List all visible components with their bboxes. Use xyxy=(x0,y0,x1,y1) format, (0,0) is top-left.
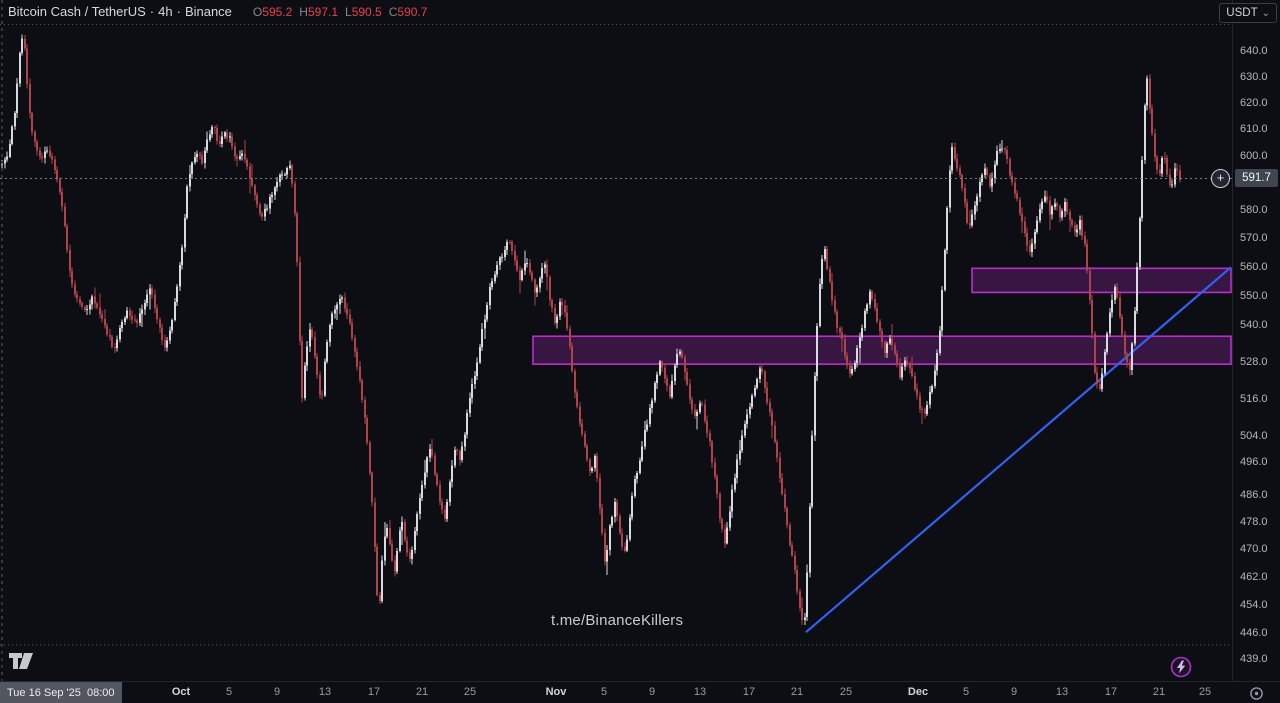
time-tick-label: Dec xyxy=(907,686,929,698)
time-tick-label: 25 xyxy=(839,686,853,698)
crosshair-time-label: Tue 16 Sep '25 08:00 xyxy=(0,682,122,703)
interval-label[interactable]: 4h xyxy=(158,4,173,19)
time-tick-label: 17 xyxy=(367,686,381,698)
time-tick-label: Nov xyxy=(545,686,567,698)
crosshair-price-label: 591.7 xyxy=(1235,169,1278,188)
price-axis[interactable]: 591.7 640.0 630.0 620.0 610.0 600.0 580.0 570.… xyxy=(1232,0,1280,681)
time-tick-label: Oct xyxy=(171,686,191,698)
add-alert-plus-button[interactable]: + xyxy=(1211,168,1230,188)
tradingview-logo-icon xyxy=(9,653,33,669)
lightning-button[interactable] xyxy=(1170,656,1192,678)
price-tick-label: 454.0 xyxy=(1240,598,1268,611)
price-tick-label: 570.0 xyxy=(1240,232,1268,245)
time-tick-label: 9 xyxy=(1010,686,1018,698)
lightning-icon xyxy=(1170,656,1192,678)
candlestick-chart[interactable] xyxy=(0,0,1232,681)
price-tick-label: 610.0 xyxy=(1240,122,1268,135)
time-tick-label: 13 xyxy=(318,686,332,698)
price-tick-label: 528.0 xyxy=(1240,355,1268,368)
price-tick-label: 496.0 xyxy=(1240,456,1268,469)
chart-pane[interactable]: Bitcoin Cash / TetherUS · 4h · Binance O595.2… xyxy=(0,0,1232,681)
symbol-header: Bitcoin Cash / TetherUS · 4h · Binance O595.2… xyxy=(8,4,427,19)
gear-icon xyxy=(1250,687,1263,700)
time-tick-label: 9 xyxy=(273,686,281,698)
price-tick-label: 580.0 xyxy=(1240,204,1268,217)
time-tick-label: 5 xyxy=(600,686,608,698)
price-tick-label: 640.0 xyxy=(1240,45,1268,58)
ohlc-readout: O595.2 H597.1 L590.5 C590.7 xyxy=(246,5,428,19)
high-label: H xyxy=(299,5,308,19)
time-tick-label: 17 xyxy=(742,686,756,698)
price-tick-label: 630.0 xyxy=(1240,70,1268,83)
time-tick-label: 25 xyxy=(463,686,477,698)
tradingview-logo[interactable] xyxy=(8,652,36,672)
time-tick-label: 17 xyxy=(1104,686,1118,698)
currency-selector-button[interactable]: USDT ⌄ xyxy=(1219,3,1277,23)
time-tick-label: 21 xyxy=(415,686,429,698)
time-tick-label: 21 xyxy=(790,686,804,698)
price-tick-label: 439.0 xyxy=(1240,652,1268,665)
candles-layer xyxy=(1,34,1181,626)
time-tick-label: 13 xyxy=(1055,686,1069,698)
open-label: O xyxy=(252,5,263,19)
price-tick-label: 620.0 xyxy=(1240,96,1268,109)
price-tick-label: 446.0 xyxy=(1240,627,1268,640)
time-tick-label: 13 xyxy=(693,686,707,698)
low-value: 590.5 xyxy=(351,5,382,19)
price-tick-label: 600.0 xyxy=(1240,149,1268,162)
price-tick-label: 470.0 xyxy=(1240,543,1268,556)
close-label: C xyxy=(388,5,398,19)
exchange-label[interactable]: Binance xyxy=(184,4,232,19)
price-tick-label: 486.0 xyxy=(1240,489,1268,502)
watermark-text: t.me/BinanceKillers xyxy=(551,612,684,629)
open-value: 595.2 xyxy=(262,5,293,19)
close-value: 590.7 xyxy=(397,5,428,19)
time-tick-label: 5 xyxy=(962,686,970,698)
price-tick-label: 540.0 xyxy=(1240,319,1268,332)
symbol-name[interactable]: Bitcoin Cash / TetherUS xyxy=(8,4,146,19)
time-tick-label: 5 xyxy=(225,686,233,698)
plus-icon: + xyxy=(1216,169,1225,185)
price-tick-label: 504.0 xyxy=(1240,430,1268,443)
currency-label: USDT xyxy=(1226,7,1258,19)
price-tick-label: 550.0 xyxy=(1240,289,1268,302)
axis-settings-icon[interactable] xyxy=(1249,686,1264,701)
high-value: 597.1 xyxy=(307,5,338,19)
price-tick-label: 462.0 xyxy=(1240,570,1268,583)
price-tick-label: 478.0 xyxy=(1240,515,1268,528)
price-tick-label: 560.0 xyxy=(1240,260,1268,273)
time-axis[interactable]: Tue 16 Sep '25 08:00 Oct 5 9 13 17 21 25 Nov 5 9 1… xyxy=(0,681,1280,703)
time-tick-label: 21 xyxy=(1152,686,1166,698)
time-tick-label: 25 xyxy=(1198,686,1212,698)
time-tick-label: 9 xyxy=(648,686,656,698)
price-tick-label: 516.0 xyxy=(1240,392,1268,405)
separator-dot: · xyxy=(149,4,155,19)
separator-dot: · xyxy=(176,4,181,19)
chevron-down-icon: ⌄ xyxy=(1261,8,1270,19)
low-label: L xyxy=(345,5,352,19)
